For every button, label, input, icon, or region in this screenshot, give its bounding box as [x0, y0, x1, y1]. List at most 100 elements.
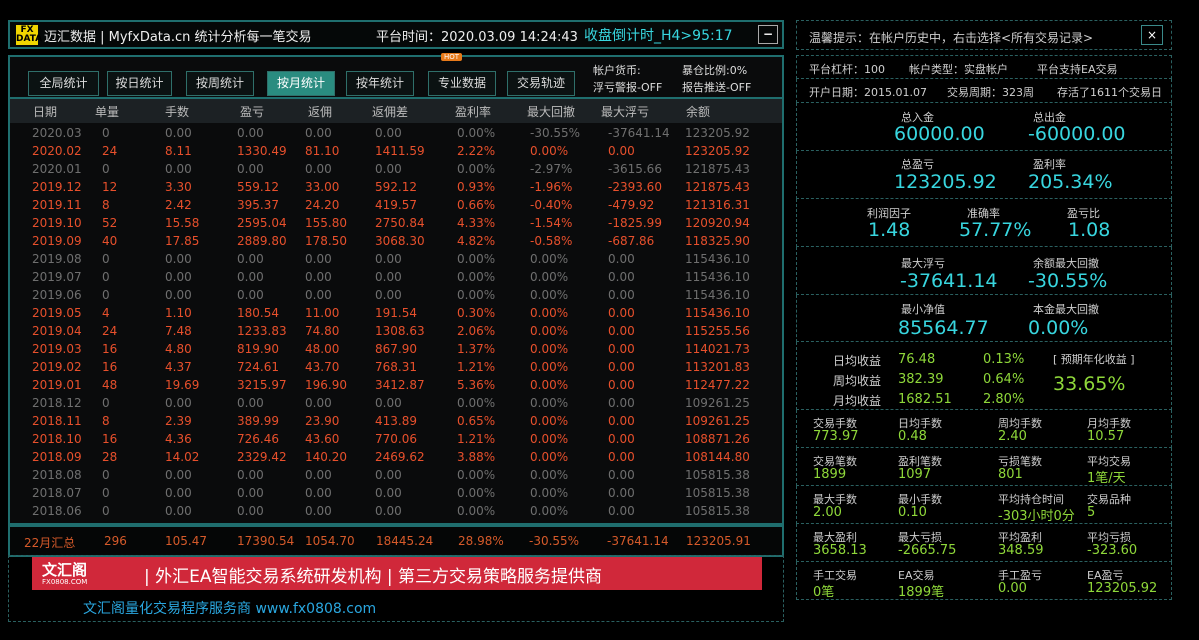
stat-label: 平均盈利 — [998, 531, 1042, 544]
tab-button-1[interactable]: 按日统计 — [107, 71, 172, 96]
summary-cell: 28.98% — [458, 534, 504, 548]
table-cell: 109261.25 — [685, 414, 750, 428]
table-cell: 2019.07 — [32, 270, 82, 284]
table-cell: 2019.09 — [32, 234, 82, 248]
column-header[interactable]: 日期 — [33, 105, 58, 119]
table-cell: 0 — [102, 486, 110, 500]
return-pct: 0.64% — [983, 372, 1025, 387]
table-cell: 0.00% — [530, 432, 569, 446]
tab-button-5[interactable]: 专业数据 — [428, 71, 496, 96]
table-cell: 0.00% — [457, 288, 496, 302]
table-cell: 0.00 — [165, 270, 192, 284]
table-cell: 0.00 — [375, 252, 402, 266]
table-cell: 115255.56 — [685, 324, 750, 338]
tab-button-3[interactable]: 按月统计 — [267, 71, 335, 96]
tab-button-2[interactable]: 按周统计 — [186, 71, 254, 96]
table-cell: 0.00 — [237, 396, 264, 410]
stat-label: 日均手数 — [898, 417, 942, 430]
return-value: 1682.51 — [898, 392, 952, 407]
table-cell: 0.00 — [305, 126, 332, 140]
table-cell: 180.54 — [237, 306, 279, 320]
table-row[interactable]: 2019.11 8 2.42 395.37 24.20 419.57 0.66% -0.40%… — [10, 197, 782, 215]
table-row[interactable]: 2019.03 16 4.80 819.90 48.00 867.90 1.37% 0.00%… — [10, 341, 782, 359]
table-cell: 0.00% — [530, 450, 569, 464]
table-row[interactable]: 2018.11 8 2.39 389.99 23.90 413.89 0.65% 0.00% 0… — [10, 413, 782, 431]
stat-value: -323.60 — [1087, 543, 1138, 558]
stat-value: -303小时0分 — [998, 509, 1075, 524]
table-row[interactable]: 2019.07 0 0.00 0.00 0.00 0.00 0.00% 0.00% 0.00 11… — [10, 269, 782, 287]
table-cell: 108871.26 — [685, 432, 750, 446]
table-cell: 0.00% — [457, 162, 496, 176]
column-header[interactable]: 单量 — [95, 105, 120, 119]
column-header[interactable]: 返佣 — [308, 105, 333, 119]
tab-button-0[interactable]: 全局统计 — [28, 71, 99, 96]
column-header[interactable]: 盈利率 — [455, 105, 492, 119]
float-alert[interactable]: 浮亏警报-OFF — [593, 81, 663, 94]
table-cell: 2.06% — [457, 324, 496, 338]
table-cell: 0.00% — [530, 288, 569, 302]
table-cell: 0.00 — [608, 342, 635, 356]
table-cell: 3068.30 — [375, 234, 425, 248]
table-row[interactable]: 2018.06 0 0.00 0.00 0.00 0.00 0.00% 0.00% 0.00 10… — [10, 503, 782, 521]
accuracy-label: 准确率 — [967, 207, 1000, 220]
table-cell: 724.61 — [237, 360, 279, 374]
return-label: 周均收益 — [833, 374, 882, 388]
table-cell: 819.90 — [237, 342, 279, 356]
close-button[interactable]: × — [1141, 25, 1163, 45]
table-cell: 105815.38 — [685, 504, 750, 518]
table-row[interactable]: 2019.06 0 0.00 0.00 0.00 0.00 0.00% 0.00% 0.00 11… — [10, 287, 782, 305]
column-header[interactable]: 返佣差 — [372, 105, 409, 119]
footer-box: 文汇阁量化交易程序服务商 www.fx0808.com — [8, 555, 784, 622]
table-row[interactable]: 2020.01 0 0.00 0.00 0.00 0.00 0.00% -2.97% -3615… — [10, 161, 782, 179]
table-cell: 4.36 — [165, 432, 192, 446]
column-header[interactable]: 盈亏 — [240, 105, 265, 119]
table-cell: 0.00 — [375, 396, 402, 410]
table-row[interactable]: 2019.10 52 15.58 2595.04 155.80 2750.84 4.33% -… — [10, 215, 782, 233]
table-cell: 0.00 — [305, 504, 332, 518]
table-row[interactable]: 2018.12 0 0.00 0.00 0.00 0.00 0.00% 0.00% 0.00 10… — [10, 395, 782, 413]
table-cell: 15.58 — [165, 216, 200, 230]
table-row[interactable]: 2019.05 4 1.10 180.54 11.00 191.54 0.30% 0.00% 0… — [10, 305, 782, 323]
max-float-loss-label: 最大浮亏 — [901, 257, 945, 270]
table-cell: 0.65% — [457, 414, 496, 428]
table-cell: -2.97% — [530, 162, 573, 176]
stat-value: 0笔 — [813, 585, 835, 600]
table-cell: 4.82% — [457, 234, 496, 248]
table-row[interactable]: 2019.02 16 4.37 724.61 43.70 768.31 1.21% 0.00%… — [10, 359, 782, 377]
table-cell: 2.39 — [165, 414, 192, 428]
table-row[interactable]: 2018.07 0 0.00 0.00 0.00 0.00 0.00% 0.00% 0.00 10… — [10, 485, 782, 503]
column-header[interactable]: 手数 — [165, 105, 190, 119]
table-row[interactable]: 2019.08 0 0.00 0.00 0.00 0.00 0.00% 0.00% 0.00 11… — [10, 251, 782, 269]
min-equity-label: 最小净值 — [901, 303, 945, 316]
ea-support: 平台支持EA交易 — [1037, 63, 1118, 76]
table-row[interactable]: 2019.01 48 19.69 3215.97 196.90 3412.87 5.36% 0… — [10, 377, 782, 395]
table-cell: 2020.03 — [32, 126, 82, 140]
table-cell: 0.00 — [237, 504, 264, 518]
column-header[interactable]: 最大回撤 — [527, 105, 576, 119]
table-cell: 2.22% — [457, 144, 496, 158]
column-header[interactable]: 余额 — [686, 105, 711, 119]
table-cell: 1411.59 — [375, 144, 425, 158]
table-cell: 191.54 — [375, 306, 417, 320]
report-push[interactable]: 报告推送-OFF — [682, 81, 752, 94]
table-cell: 3412.87 — [375, 378, 425, 392]
table-row[interactable]: 2019.04 24 7.48 1233.83 74.80 1308.63 2.06% 0.0… — [10, 323, 782, 341]
tab-button-6[interactable]: 交易轨迹 — [507, 71, 575, 96]
table-row[interactable]: 2019.09 40 17.85 2889.80 178.50 3068.30 4.82% -… — [10, 233, 782, 251]
column-header[interactable]: 最大浮亏 — [601, 105, 650, 119]
table-row[interactable]: 2020.02 24 8.11 1330.49 81.10 1411.59 2.22% 0.0… — [10, 143, 782, 161]
tab-button-4[interactable]: 按年统计 — [346, 71, 414, 96]
table-row[interactable]: 2018.10 16 4.36 726.46 43.60 770.06 1.21% 0.00%… — [10, 431, 782, 449]
table-cell: 0.00 — [237, 486, 264, 500]
return-pct: 2.80% — [983, 392, 1025, 407]
table-cell: -3615.66 — [608, 162, 662, 176]
table-cell: 2019.10 — [32, 216, 82, 230]
minimize-button[interactable]: − — [758, 25, 778, 44]
table-row[interactable]: 2018.09 28 14.02 2329.42 140.20 2469.62 3.88% 0… — [10, 449, 782, 467]
table-cell: 0.00 — [165, 504, 192, 518]
table-row[interactable]: 2019.12 12 3.30 559.12 33.00 592.12 0.93% -1.96… — [10, 179, 782, 197]
table-row[interactable]: 2018.08 0 0.00 0.00 0.00 0.00 0.00% 0.00% 0.00 10… — [10, 467, 782, 485]
table-cell: 12 — [102, 180, 118, 194]
table-row[interactable]: 2020.03 0 0.00 0.00 0.00 0.00 0.00% -30.55% -376… — [10, 125, 782, 143]
footer-link[interactable]: 文汇阁量化交易程序服务商 www.fx0808.com — [83, 601, 377, 617]
